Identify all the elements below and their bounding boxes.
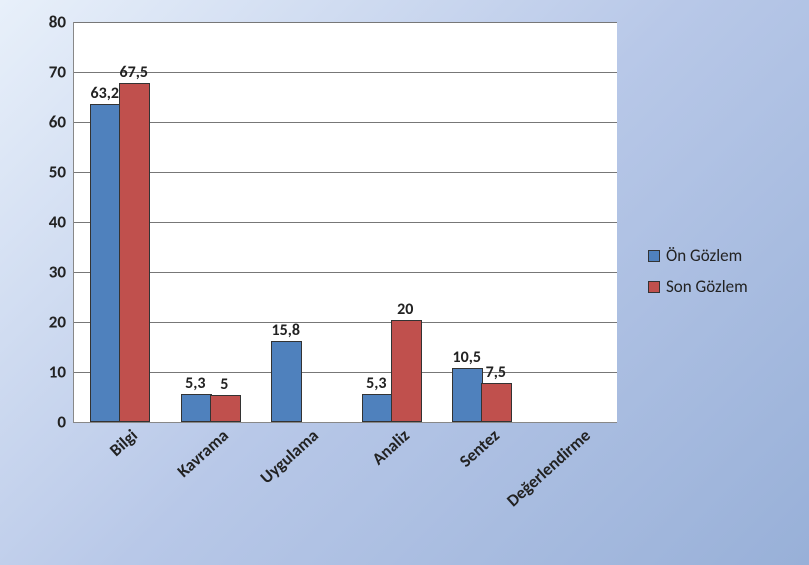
gridline [74,72,617,73]
ytick-label: 60 [49,112,74,133]
data-label: 67,5 [120,63,148,82]
ytick-label: 0 [57,412,74,433]
bar-ön-gözlem [90,104,121,422]
chart-container: 0 10 20 30 40 50 60 70 80 63,267,5 Bilgi 5,3 5 Kavram… [0,0,809,565]
bar-son-gözlem [481,383,512,423]
gridline [74,172,617,173]
gridline [74,22,617,23]
legend-label: Ön Gözlem [666,245,742,266]
xtick-label: Uygulama [256,425,323,488]
legend-swatch [648,250,660,262]
xtick-label: Analiz [368,425,414,469]
data-label: 7,5 [486,363,506,382]
legend: Ön Gözlem Son Gözlem [648,245,748,307]
data-label: 15,8 [272,321,300,340]
data-label: 20 [397,300,413,319]
legend-item: Son Gözlem [648,276,748,297]
legend-label: Son Gözlem [666,276,748,297]
xtick-label: Bilgi [106,425,142,461]
gridline [74,322,617,323]
bar-ön-gözlem [452,368,483,423]
data-label: 5,3 [366,374,386,393]
xtick-label: Sentez [455,425,504,472]
legend-swatch [648,281,660,293]
ytick-label: 70 [49,62,74,83]
data-label: 5 [220,375,228,394]
data-label: 10,5 [453,348,481,367]
ytick-label: 80 [49,12,74,33]
xtick-label: Değerlendirme [502,425,594,511]
gridline [74,372,617,373]
bar-son-gözlem [391,320,422,422]
ytick-label: 10 [49,362,74,383]
data-label: 63,2 [91,84,119,103]
plot-area: 0102030405060708063,267,5Bilgi5,35Kavram… [73,22,617,423]
data-label: 5,3 [185,374,205,393]
ytick-label: 20 [49,312,74,333]
ytick-label: 40 [49,212,74,233]
bar-ön-gözlem [362,394,393,423]
bar-son-gözlem [210,395,241,422]
bar-ön-gözlem [271,341,302,422]
gridline [74,272,617,273]
bar-son-gözlem [119,83,150,423]
bar-ön-gözlem [181,394,212,423]
gridline [74,222,617,223]
legend-item: Ön Gözlem [648,245,748,266]
xtick-label: Kavrama [173,425,233,482]
ytick-label: 30 [49,262,74,283]
gridline [74,122,617,123]
ytick-label: 50 [49,162,74,183]
